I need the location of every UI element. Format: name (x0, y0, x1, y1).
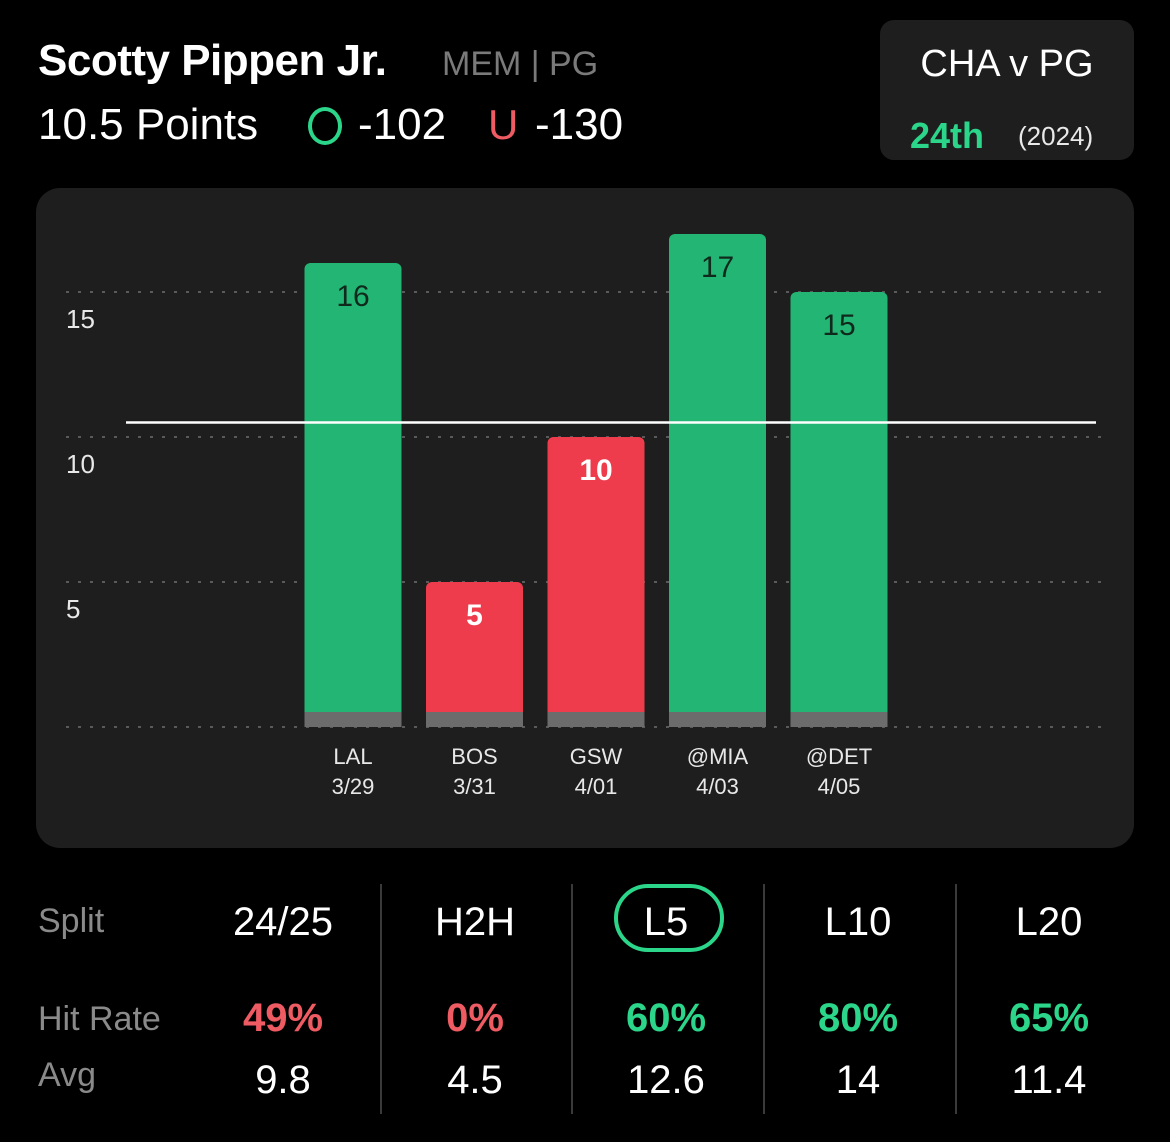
x-category-label: LAL (333, 744, 372, 769)
bar-value-label: 15 (822, 309, 855, 342)
column-divider (763, 884, 765, 1114)
split-tab-l20[interactable]: L20 (1015, 900, 1083, 944)
matchup-rank: 24th (910, 115, 985, 156)
active-split-indicator (614, 884, 724, 952)
splits-table: Split Hit Rate Avg 24/25 49% 9.8 H2H 0% 4.5 L5… (0, 880, 1170, 1142)
x-date-label: 3/31 (453, 774, 496, 799)
bar-base-@MIA (669, 712, 766, 727)
bar-value-label: 10 (579, 454, 612, 487)
avg-value: 9.8 (255, 1058, 311, 1102)
bar-value-label: 5 (466, 599, 483, 632)
column-divider (571, 884, 573, 1114)
bar-base-@DET (790, 712, 888, 727)
x-date-label: 4/03 (696, 774, 739, 799)
matchup-year: (2024) (1018, 121, 1094, 151)
avg-row-label: Avg (38, 1056, 96, 1094)
over-odds[interactable]: -102 (358, 100, 447, 149)
split-tab-h2h[interactable]: H2H (434, 900, 516, 944)
points-bar-chart: 5 10 15 16 LAL 3/29 5 BOS 3/31 10 GSW 4/01 17 @MIA 4/0… (66, 234, 1106, 799)
bar-base-BOS (426, 712, 523, 727)
bar-@DET (790, 292, 888, 727)
matchup-card: CHA v PG 24th (2024) (880, 20, 1134, 160)
bar-value-label: 17 (701, 251, 734, 284)
avg-value: 12.6 (627, 1058, 705, 1102)
chart-card: 5 10 15 16 LAL 3/29 5 BOS 3/31 10 GSW 4/01 17 @MIA 4/0… (36, 188, 1134, 848)
x-category-label: BOS (451, 744, 497, 769)
y-tick-label: 10 (66, 449, 95, 479)
bar-value-label: 16 (336, 280, 369, 313)
split-tab-24-25[interactable]: 24/25 (232, 900, 334, 944)
x-category-label: @DET (806, 744, 872, 769)
bar-@MIA (669, 234, 766, 727)
hit-rate-value: 60% (625, 996, 707, 1040)
column-divider (380, 884, 382, 1114)
split-tab-l10[interactable]: L10 (824, 900, 892, 944)
split-tab-l5[interactable]: L5 (643, 900, 689, 944)
bar-GSW (547, 437, 645, 727)
hit-rate-value: 80% (817, 996, 899, 1040)
player-meta: MEM | PG (442, 45, 599, 83)
over-circle-icon (308, 107, 342, 145)
hit-rate-row-label: Hit Rate (38, 1000, 161, 1038)
under-label: U (488, 101, 519, 148)
x-category-label: @MIA (687, 744, 749, 769)
avg-value: 4.5 (447, 1058, 503, 1102)
avg-value: 11.4 (1011, 1058, 1087, 1102)
player-name: Scotty Pippen Jr. (38, 36, 387, 85)
under-odds[interactable]: -130 (535, 100, 624, 149)
prop-line: 10.5 Points (38, 100, 259, 149)
hit-rate-value: 49% (242, 996, 324, 1040)
x-date-label: 4/05 (818, 774, 861, 799)
bar-BOS (426, 582, 523, 727)
x-category-label: GSW (570, 744, 623, 769)
y-tick-label: 5 (66, 594, 80, 624)
avg-value: 14 (835, 1058, 881, 1102)
y-tick-label: 15 (66, 304, 95, 334)
bar-base-GSW (547, 712, 645, 727)
bar-LAL (304, 263, 402, 727)
hit-rate-value: 0% (446, 996, 504, 1040)
x-date-label: 4/01 (575, 774, 618, 799)
x-date-label: 3/29 (332, 774, 375, 799)
hit-rate-value: 65% (1008, 996, 1090, 1040)
column-divider (955, 884, 957, 1114)
bar-base-LAL (304, 712, 402, 727)
matchup-title: CHA v PG (920, 43, 1094, 85)
split-row-label: Split (38, 902, 105, 940)
